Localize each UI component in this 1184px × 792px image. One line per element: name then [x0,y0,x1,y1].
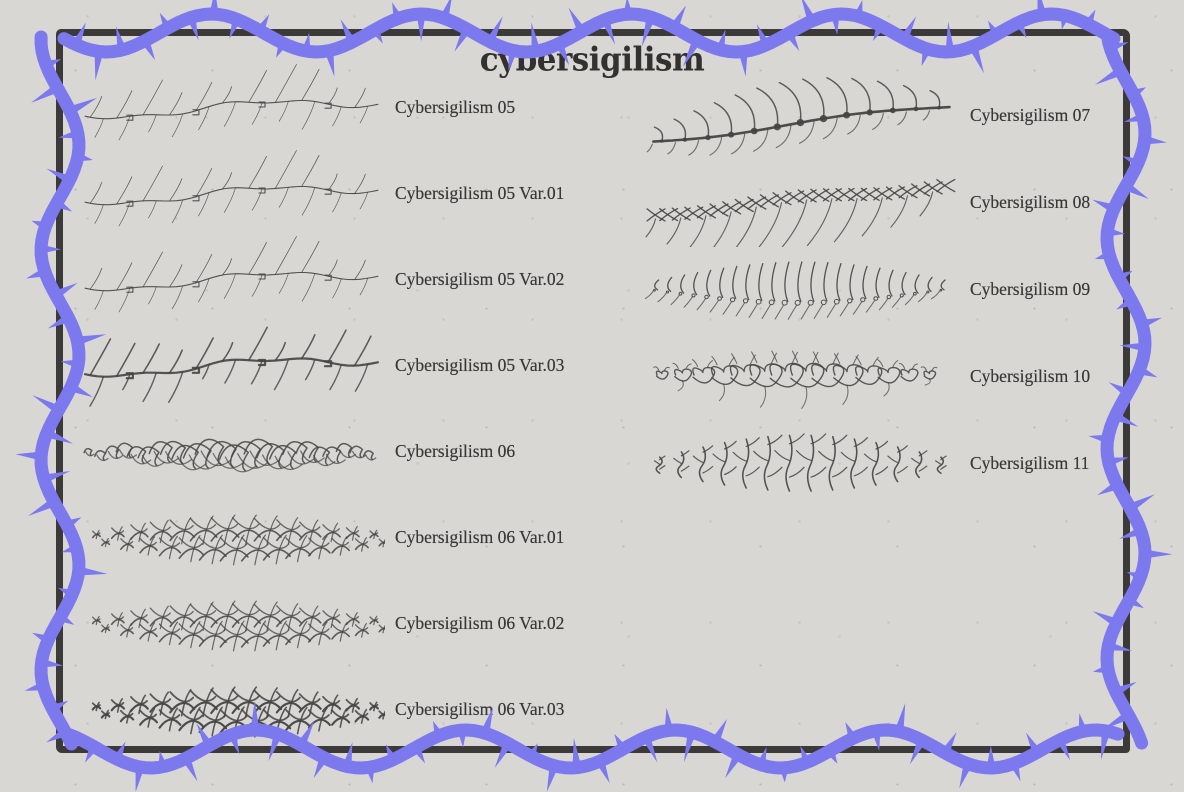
brush-row: Cybersigilism 05 Var.01 [80,150,564,236]
brush-row: Cybersigilism 05 Var.03 [80,322,564,408]
brush-sample-claw-cluster-bold [91,686,385,738]
brush-row: Cybersigilism 05 Var.02 [80,236,564,322]
brush-row: Cybersigilism 06 [80,408,564,494]
brush-row: Cybersigilism 09 [645,246,1090,333]
brush-row: Cybersigilism 06 Var.01 [80,494,564,580]
brush-row: Cybersigilism 06 Var.02 [80,580,564,666]
brush-sample-claw-cluster [91,600,385,652]
brush-label: Cybersigilism 08 [970,192,1091,212]
brush-sample-hook-fern [645,260,946,320]
brush-label: Cybersigilism 09 [970,279,1091,299]
brush-label: Cybersigilism 10 [970,366,1091,386]
brush-row: Cybersigilism 11 [645,420,1090,507]
brush-label: Cybersigilism 07 [970,105,1091,125]
brush-label: Cybersigilism 05 Var.02 [395,268,565,289]
brush-row: Cybersigilism 06 Var.03 [80,666,564,752]
brush-label: Cybersigilism 06 Var.03 [395,698,565,719]
brush-sample-claw-cluster [91,514,385,566]
brush-column-right: Cybersigilism 07 Cybersigilism 08 Cybersig… [645,72,1090,507]
brush-sample-heart-thorns [653,350,938,409]
brush-row: Cybersigilism 10 [645,333,1090,420]
brush-label: Cybersigilism 05 Var.03 [395,354,565,375]
brush-row: Cybersigilism 08 [645,159,1091,247]
brush-sample-branch-thorns [653,432,947,492]
brush-sample-braid-hooks [83,438,377,473]
brush-row: Cybersigilism 07 [645,72,1090,159]
brush-label: Cybersigilism 06 Var.01 [395,526,565,547]
brush-sample-thorn-script-thin [84,64,379,141]
brush-label: Cybersigilism 06 [395,440,516,461]
brush-label: Cybersigilism 06 Var.02 [395,612,565,633]
brush-sample-thorn-script-thin [84,236,379,313]
brush-row: Cybersigilism 05 [80,64,564,150]
brush-sample-scallop-spine [646,76,951,156]
brush-label: Cybersigilism 05 Var.01 [395,182,565,203]
brush-sample-barbed-spine [645,178,956,247]
brush-column-left: Cybersigilism 05 Cybersigilism 05 Var.01 C… [80,64,564,752]
brush-label: Cybersigilism 11 [970,453,1090,473]
brush-sample-thorn-script-bold [83,326,380,407]
brush-sample-thorn-script-thin [84,150,379,227]
brush-label: Cybersigilism 05 [395,96,516,117]
